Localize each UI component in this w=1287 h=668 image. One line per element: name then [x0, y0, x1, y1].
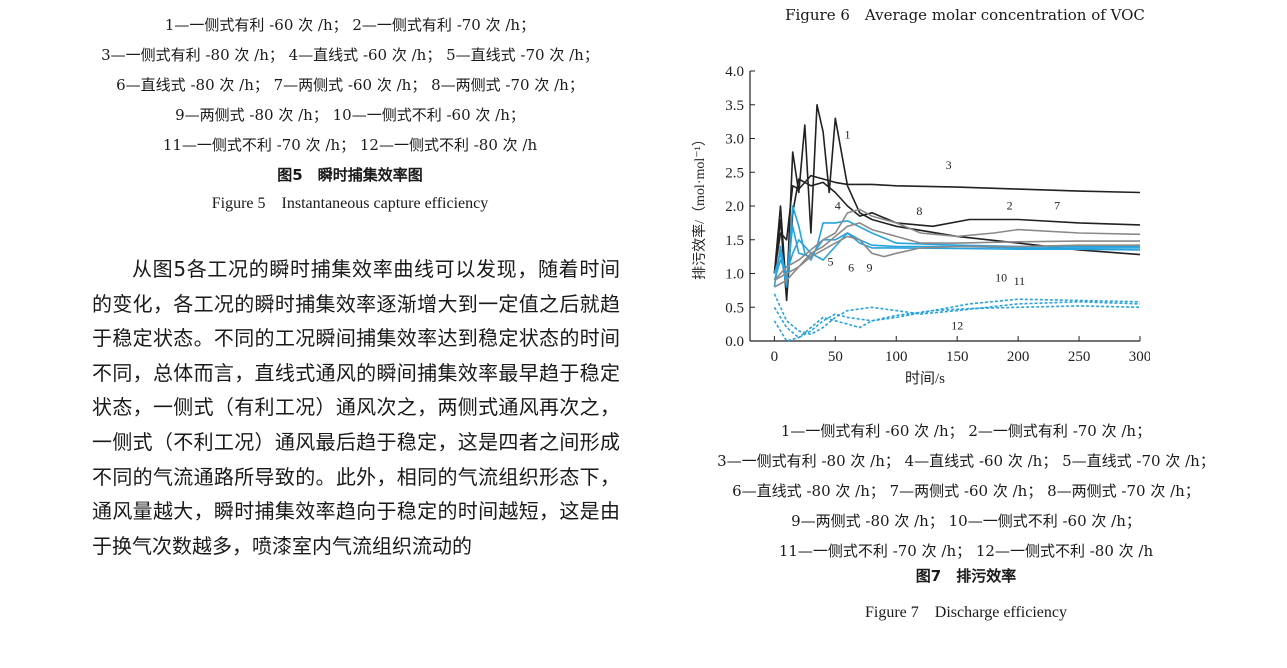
y-tick-label: 4.0 [725, 64, 744, 80]
series-line-4 [773, 205, 1140, 288]
series-line-3 [773, 174, 1141, 274]
body-paragraph: 从图5各工况的瞬时捕集效率曲线可以发现，随着时间的变化，各工况的瞬时捕集效率逐渐… [92, 252, 620, 563]
left-column: 1—一侧式有利 -60 次 /h； 2—一侧式有利 -70 次 /h； 3—一侧… [60, 0, 640, 218]
y-tick-label: 0.5 [725, 300, 744, 316]
x-tick-label: 200 [1007, 349, 1030, 365]
curve-label: 3 [946, 158, 952, 172]
x-tick-label: 50 [828, 349, 843, 365]
curve-label: 8 [916, 204, 922, 218]
curve-label: 1 [845, 128, 851, 142]
curve-label: 11 [1014, 274, 1026, 288]
curve-label: 7 [1054, 198, 1060, 212]
fig7-legend-line: 3—一侧式有利 -80 次 /h； 4—直线式 -60 次 /h； 5—直线式 … [717, 452, 1215, 470]
series-line-12 [773, 305, 1141, 342]
series-line-11 [773, 298, 1141, 339]
y-tick-label: 1.0 [725, 267, 744, 283]
y-tick-label: 1.5 [725, 233, 744, 249]
x-axis-label: 时间/s [905, 370, 945, 387]
y-tick-label: 0.0 [725, 334, 744, 350]
y-tick-label: 2.0 [725, 199, 744, 215]
fig6-caption-en: Figure 6 Average molar concentration of … [785, 6, 1145, 24]
fig5-legend-line: 11—一侧式不利 -70 次 /h； 12—一侧式不利 -80 次 /h [162, 136, 538, 154]
y-axis-label: 排污效率/（mol·mol⁻¹） [691, 132, 708, 280]
x-tick-label: 150 [946, 349, 969, 365]
x-tick-label: 300 [1129, 349, 1150, 365]
curve-label: 2 [1007, 198, 1013, 212]
y-tick-label: 3.0 [725, 132, 744, 148]
fig5-caption-cn: 图5 瞬时捕集效率图 [277, 166, 423, 184]
x-tick-label: 0 [771, 349, 779, 365]
fig5-legend-line: 1—一侧式有利 -60 次 /h； 2—一侧式有利 -70 次 /h； [164, 16, 536, 34]
curve-label: 4 [835, 198, 841, 212]
fig7-legend-line: 1—一侧式有利 -60 次 /h； 2—一侧式有利 -70 次 /h； [780, 422, 1152, 440]
y-tick-label: 2.5 [725, 165, 744, 181]
curve-label: 12 [951, 319, 963, 333]
fig5-legend-line: 9—两侧式 -80 次 /h； 10—一侧式不利 -60 次 /h； [175, 106, 525, 124]
fig5-legend-line: 3—一侧式有利 -80 次 /h； 4—直线式 -60 次 /h； 5—直线式 … [101, 46, 599, 64]
curve-label: 9 [866, 260, 872, 274]
fig7-legend-line: 9—两侧式 -80 次 /h； 10—一侧式不利 -60 次 /h； [791, 512, 1141, 530]
series-line-8 [774, 222, 1140, 281]
fig7-legend: 1—一侧式有利 -60 次 /h； 2—一侧式有利 -70 次 /h； 3—一侧… [645, 416, 1287, 566]
series-line-7 [773, 208, 1141, 281]
curve-label: 5 [827, 254, 833, 268]
fig7-legend-line: 11—一侧式不利 -70 次 /h； 12—一侧式不利 -80 次 /h [778, 542, 1154, 560]
y-tick-label: 3.5 [725, 98, 744, 114]
fig5-caption-en: Figure 5 Instantaneous capture efficienc… [211, 195, 489, 212]
fig5-legend-line: 6—直线式 -80 次 /h； 7—两侧式 -60 次 /h； 8—两侧式 -7… [116, 76, 584, 94]
discharge-efficiency-chart: 0.0 0.5 1.0 1.5 2.0 2.5 3.0 3.5 4.0 0 50 100 150 200 2… [691, 64, 1150, 387]
paragraph-text: 从图5各工况的瞬时捕集效率曲线可以发现，随着时间的变化，各工况的瞬时捕集效率逐渐… [92, 257, 620, 558]
series-line-10 [773, 293, 1141, 336]
fig7-caption-cn: 图7 排污效率 [915, 567, 1017, 585]
x-tick-label: 100 [885, 349, 908, 365]
curve-label: 6 [848, 260, 854, 274]
curve-label: 10 [995, 271, 1007, 285]
fig7-legend-line: 6—直线式 -80 次 /h； 7—两侧式 -60 次 /h； 8—两侧式 -7… [732, 482, 1200, 500]
fig5-legend: 1—一侧式有利 -60 次 /h； 2—一侧式有利 -70 次 /h； 3—一侧… [60, 10, 640, 160]
x-tick-label: 250 [1068, 349, 1091, 365]
series-line-9 [774, 235, 1140, 288]
fig7-caption-en: Figure 7 Discharge efficiency [864, 604, 1067, 621]
